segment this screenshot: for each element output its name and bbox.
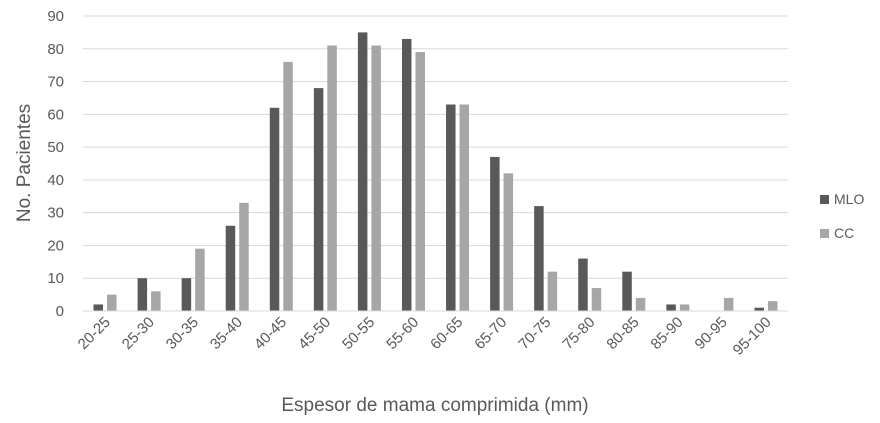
- bar-mlo: [313, 88, 324, 311]
- bar-cc: [635, 297, 646, 311]
- bar-cc: [195, 248, 205, 311]
- bar-mlo: [357, 32, 368, 312]
- bar-cc: [107, 294, 117, 311]
- bar-mlo: [666, 304, 676, 311]
- x-tick-label: 20-25: [75, 314, 114, 353]
- bar-mlo: [534, 206, 544, 311]
- x-tick-label: 65-70: [471, 314, 510, 353]
- x-tick-label: 95-100: [730, 314, 775, 359]
- x-tick-label: 80-85: [603, 314, 642, 353]
- x-axis-title: Espesor de mama comprimida (mm): [281, 395, 588, 416]
- gridlines: [83, 15, 788, 279]
- bar-cc: [723, 297, 734, 311]
- x-tick-label: 60-65: [427, 314, 466, 353]
- legend-swatch: [820, 195, 829, 204]
- y-tick-label: 40: [47, 172, 64, 189]
- bar-cc: [415, 52, 425, 312]
- bar-cc: [503, 173, 514, 311]
- y-tick-label: 30: [47, 205, 64, 222]
- bar-cc: [767, 301, 778, 311]
- bar-cc: [547, 271, 558, 311]
- bar-cc: [679, 304, 690, 311]
- y-tick-label: 20: [47, 237, 64, 254]
- bar-mlo: [490, 156, 500, 311]
- bar-mlo: [225, 225, 236, 311]
- y-axis-ticks: 0 10 20 30 40 50 60 70 80 90: [47, 8, 64, 320]
- legend-label: CC: [834, 225, 854, 241]
- x-tick-label: 55-60: [383, 314, 422, 353]
- bars: [93, 32, 778, 312]
- y-axis-title: No. Pacientes: [14, 104, 35, 222]
- legend-swatch: [820, 229, 829, 238]
- x-tick-label: 30-35: [163, 314, 202, 353]
- bar-cc: [591, 288, 602, 311]
- x-tick-label: 45-50: [295, 314, 334, 353]
- y-tick-label: 80: [47, 41, 64, 58]
- x-tick-label: 35-40: [207, 314, 246, 353]
- bar-mlo: [137, 278, 148, 311]
- y-tick-label: 60: [47, 106, 64, 123]
- x-tick-label: 50-55: [339, 314, 378, 353]
- y-tick-label: 50: [47, 139, 64, 156]
- bar-mlo: [93, 304, 104, 311]
- legend-label: MLO: [834, 191, 864, 207]
- x-tick-label: 70-75: [515, 314, 554, 353]
- bar-mlo: [622, 271, 632, 311]
- bar-mlo: [269, 107, 280, 312]
- x-tick-label: 75-80: [559, 314, 598, 353]
- y-tick-label: 90: [47, 8, 64, 25]
- bar-cc: [327, 45, 337, 311]
- y-tick-label: 10: [47, 270, 64, 287]
- x-tick-label: 25-30: [119, 314, 158, 353]
- legend: MLO CC: [820, 191, 864, 241]
- x-tick-label: 40-45: [251, 314, 290, 353]
- x-axis-ticks: 20-25 25-30 30-35 35-40 40-45 45-50 50-55 55-60…: [75, 314, 775, 359]
- x-tick-label: 85-90: [648, 314, 687, 353]
- x-tick-label: 90-95: [692, 314, 731, 353]
- y-tick-label: 70: [47, 74, 64, 91]
- bar-mlo: [578, 258, 588, 311]
- bar-cc: [459, 104, 470, 311]
- bar-cc: [283, 61, 293, 312]
- bar-mlo: [181, 278, 192, 311]
- bar-cc: [371, 45, 381, 311]
- bar-cc: [151, 291, 161, 311]
- bar-mlo: [754, 307, 764, 311]
- bar-mlo: [446, 104, 456, 311]
- y-tick-label: 0: [56, 303, 64, 320]
- bar-cc: [239, 202, 249, 311]
- bar-mlo: [401, 38, 412, 311]
